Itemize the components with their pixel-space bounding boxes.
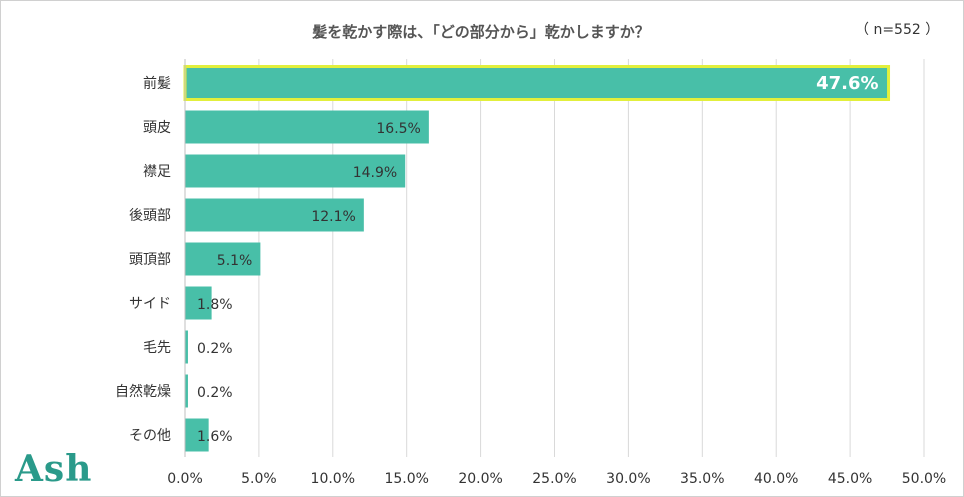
category-label: 襟足 <box>143 164 171 180</box>
data-label: 47.6% <box>816 73 878 94</box>
category-label: 後頭部 <box>129 208 171 224</box>
category-label: 頭頂部 <box>129 252 171 268</box>
x-tick-label: 45.0% <box>828 471 872 487</box>
bar <box>185 110 429 144</box>
x-tick-label: 40.0% <box>754 471 798 487</box>
data-label: 16.5% <box>376 121 420 137</box>
x-tick-label: 20.0% <box>458 471 502 487</box>
data-label: 1.8% <box>197 297 233 313</box>
x-tick-label: 10.0% <box>311 471 355 487</box>
data-label: 14.9% <box>353 165 397 181</box>
bar <box>185 198 364 232</box>
data-label: 0.2% <box>197 385 233 401</box>
bar <box>185 154 406 188</box>
bar <box>185 330 188 364</box>
category-label: 前髪 <box>143 75 171 92</box>
category-label: 自然乾燥 <box>115 383 171 400</box>
data-label: 0.2% <box>197 341 233 357</box>
bar <box>183 65 891 101</box>
bar <box>185 374 188 408</box>
category-label: その他 <box>129 428 171 444</box>
x-tick-label: 25.0% <box>532 471 576 487</box>
sample-size-note: （ n=552 ） <box>855 22 940 38</box>
x-tick-label: 15.0% <box>384 471 428 487</box>
bar <box>185 242 261 276</box>
data-label: 5.1% <box>217 253 253 269</box>
bar <box>185 418 209 452</box>
bar <box>185 286 212 320</box>
data-label: 1.6% <box>197 429 233 445</box>
category-label: 頭皮 <box>143 120 171 136</box>
category-label: 毛先 <box>143 340 171 356</box>
brand-logo: Ash <box>15 448 93 490</box>
x-tick-label: 50.0% <box>902 471 946 487</box>
x-tick-label: 5.0% <box>241 471 277 487</box>
x-tick-label: 30.0% <box>606 471 650 487</box>
data-label: 12.1% <box>311 209 355 225</box>
x-tick-label: 0.0% <box>167 471 203 487</box>
category-label: サイド <box>129 296 171 312</box>
x-tick-label: 35.0% <box>680 471 724 487</box>
chart-title: 髪を乾かす際は、「どの部分から」乾かしますか？ <box>312 23 650 41</box>
